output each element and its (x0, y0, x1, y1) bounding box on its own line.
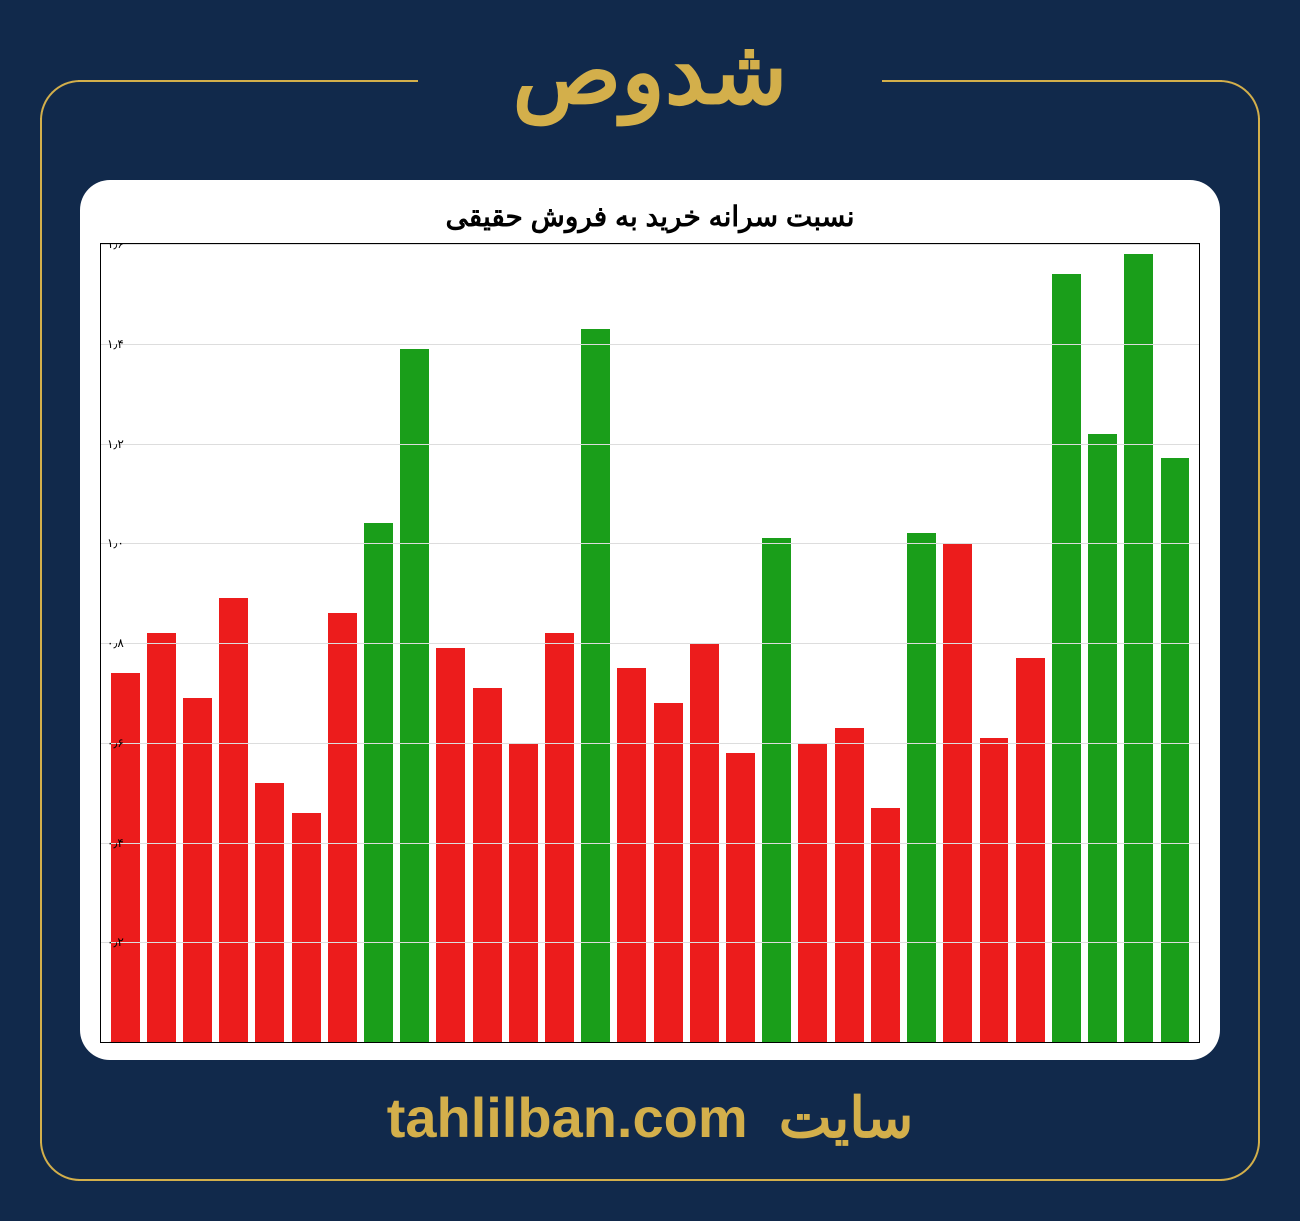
chart-bar (1161, 458, 1190, 1042)
frame-border (78, 80, 418, 82)
chart-bar (255, 783, 284, 1042)
chart-bar (980, 738, 1009, 1042)
chart-bar (183, 698, 212, 1042)
chart-bar (1052, 274, 1081, 1042)
chart-bar (400, 349, 429, 1042)
chart-bar (219, 598, 248, 1042)
y-tick-label: ۱٫۶ (107, 243, 124, 251)
chart-panel: نسبت سرانه خرید به فروش حقیقی 01/1601/17… (80, 180, 1220, 1060)
y-tick-label: ۰٫۰ (107, 1035, 124, 1043)
frame-border (78, 1179, 1222, 1181)
y-tick-label: ۰٫۶ (107, 736, 124, 750)
y-tick-label: ۰٫۴ (107, 836, 124, 850)
chart-bar (581, 329, 610, 1042)
frame-border (882, 80, 1222, 82)
chart-bar (654, 703, 683, 1042)
chart-bar (1088, 434, 1117, 1042)
gridline (101, 244, 1199, 245)
chart-plot-area: 01/1601/1701/2001/2101/2201/2301/2401/27… (100, 243, 1200, 1043)
chart-bar (545, 633, 574, 1042)
gridline (101, 543, 1199, 544)
y-tick-label: ۰٫۲ (107, 935, 124, 949)
chart-bar (111, 673, 140, 1042)
frame-corner (40, 80, 80, 120)
footer-url: tahlilban.com (387, 1086, 748, 1149)
gridline (101, 344, 1199, 345)
chart-bar (943, 543, 972, 1042)
y-tick-label: ۱٫۰ (107, 536, 124, 550)
gridline (101, 843, 1199, 844)
chart-bar (726, 753, 755, 1042)
footer-label: سایت (779, 1086, 914, 1149)
gridline (101, 743, 1199, 744)
footer-credit: سایت tahlilban.com (0, 1085, 1300, 1151)
chart-bar (147, 633, 176, 1042)
frame-corner (1220, 80, 1260, 120)
chart-bar (436, 648, 465, 1042)
gridline (101, 444, 1199, 445)
chart-bar (835, 728, 864, 1042)
gridline (101, 643, 1199, 644)
chart-bar (617, 668, 646, 1042)
chart-bar (328, 613, 357, 1042)
frame-border (1258, 118, 1260, 1143)
frame-border (40, 118, 42, 1143)
page-title: شدوص (513, 20, 788, 125)
chart-bar (509, 743, 538, 1042)
y-tick-label: ۱٫۲ (107, 437, 124, 451)
chart-bar (364, 523, 393, 1042)
chart-bar (292, 813, 321, 1042)
y-tick-label: ۰٫۸ (107, 636, 124, 650)
chart-bar (798, 743, 827, 1042)
gridline (101, 942, 1199, 943)
y-tick-label: ۱٫۴ (107, 337, 124, 351)
chart-bar (907, 533, 936, 1042)
chart-title: نسبت سرانه خرید به فروش حقیقی (100, 200, 1200, 233)
chart-bar (762, 538, 791, 1042)
chart-bar (473, 688, 502, 1042)
chart-bar (1016, 658, 1045, 1042)
chart-bar (1124, 254, 1153, 1042)
